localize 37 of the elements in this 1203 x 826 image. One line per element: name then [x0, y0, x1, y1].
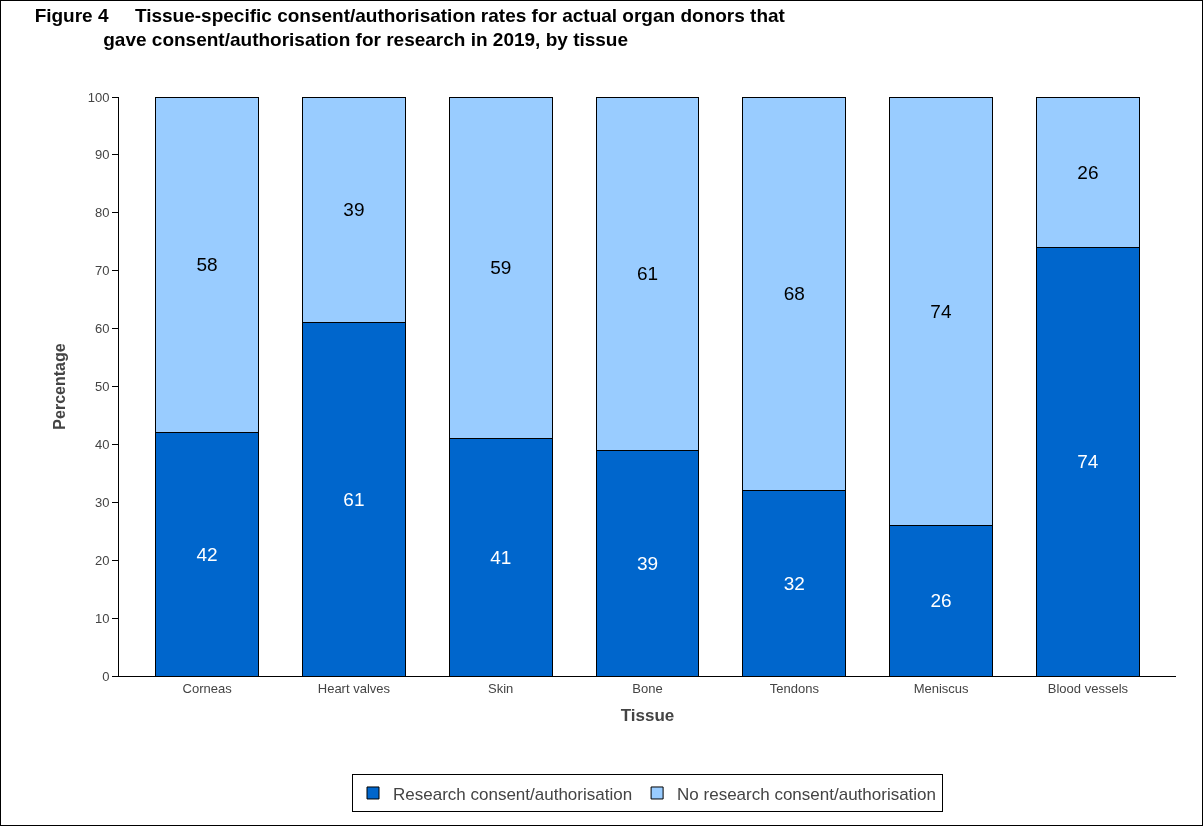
- data-label: 61: [343, 488, 365, 510]
- data-label: 74: [1077, 451, 1099, 473]
- y-tick-label: 20: [94, 552, 110, 568]
- data-label: 32: [783, 572, 805, 594]
- data-label: 26: [1077, 161, 1099, 183]
- legend-label: No research consent/authorisation: [677, 784, 937, 804]
- y-tick-label: 80: [94, 205, 110, 221]
- data-label: 26: [930, 590, 952, 612]
- x-tick-label: Corneas: [182, 680, 233, 696]
- data-label: 42: [196, 543, 218, 565]
- y-tick-label: 30: [94, 494, 110, 510]
- data-label: 58: [196, 254, 218, 276]
- x-axis-title: Tissue: [620, 706, 675, 725]
- x-tick-label: Heart valves: [317, 680, 391, 696]
- chart-title: Figure 4 Tissue-specific consent/authorisation rates for actual organ donors that gave consent/authorisation for research in 2019, by tissue: [34, 4, 786, 51]
- y-tick-label: 100: [87, 89, 110, 105]
- y-tick-label: 40: [94, 436, 110, 452]
- x-tick-label: Tendons: [769, 680, 820, 696]
- data-label: 68: [783, 283, 805, 305]
- x-tick-label: Skin: [488, 680, 514, 696]
- legend-label: Research consent/authorisation: [393, 784, 633, 804]
- data-label: 39: [636, 552, 659, 574]
- y-tick-label: 70: [94, 263, 110, 279]
- x-tick-label: Blood vessels: [1047, 680, 1129, 696]
- x-tick-label: Bone: [632, 680, 663, 696]
- x-tick-label: Meniscus: [913, 680, 970, 696]
- data-label: 59: [490, 257, 512, 279]
- y-tick-label: 60: [94, 321, 110, 337]
- y-tick-label: 0: [102, 668, 110, 684]
- y-tick-label: 90: [94, 147, 110, 163]
- data-label: 74: [930, 300, 952, 322]
- data-label: 39: [343, 199, 365, 221]
- data-label: 41: [490, 546, 512, 568]
- y-tick-label: 10: [94, 610, 110, 626]
- y-tick-label: 50: [94, 379, 110, 395]
- y-axis-title: Percentage: [50, 343, 68, 430]
- data-label: 61: [636, 263, 659, 285]
